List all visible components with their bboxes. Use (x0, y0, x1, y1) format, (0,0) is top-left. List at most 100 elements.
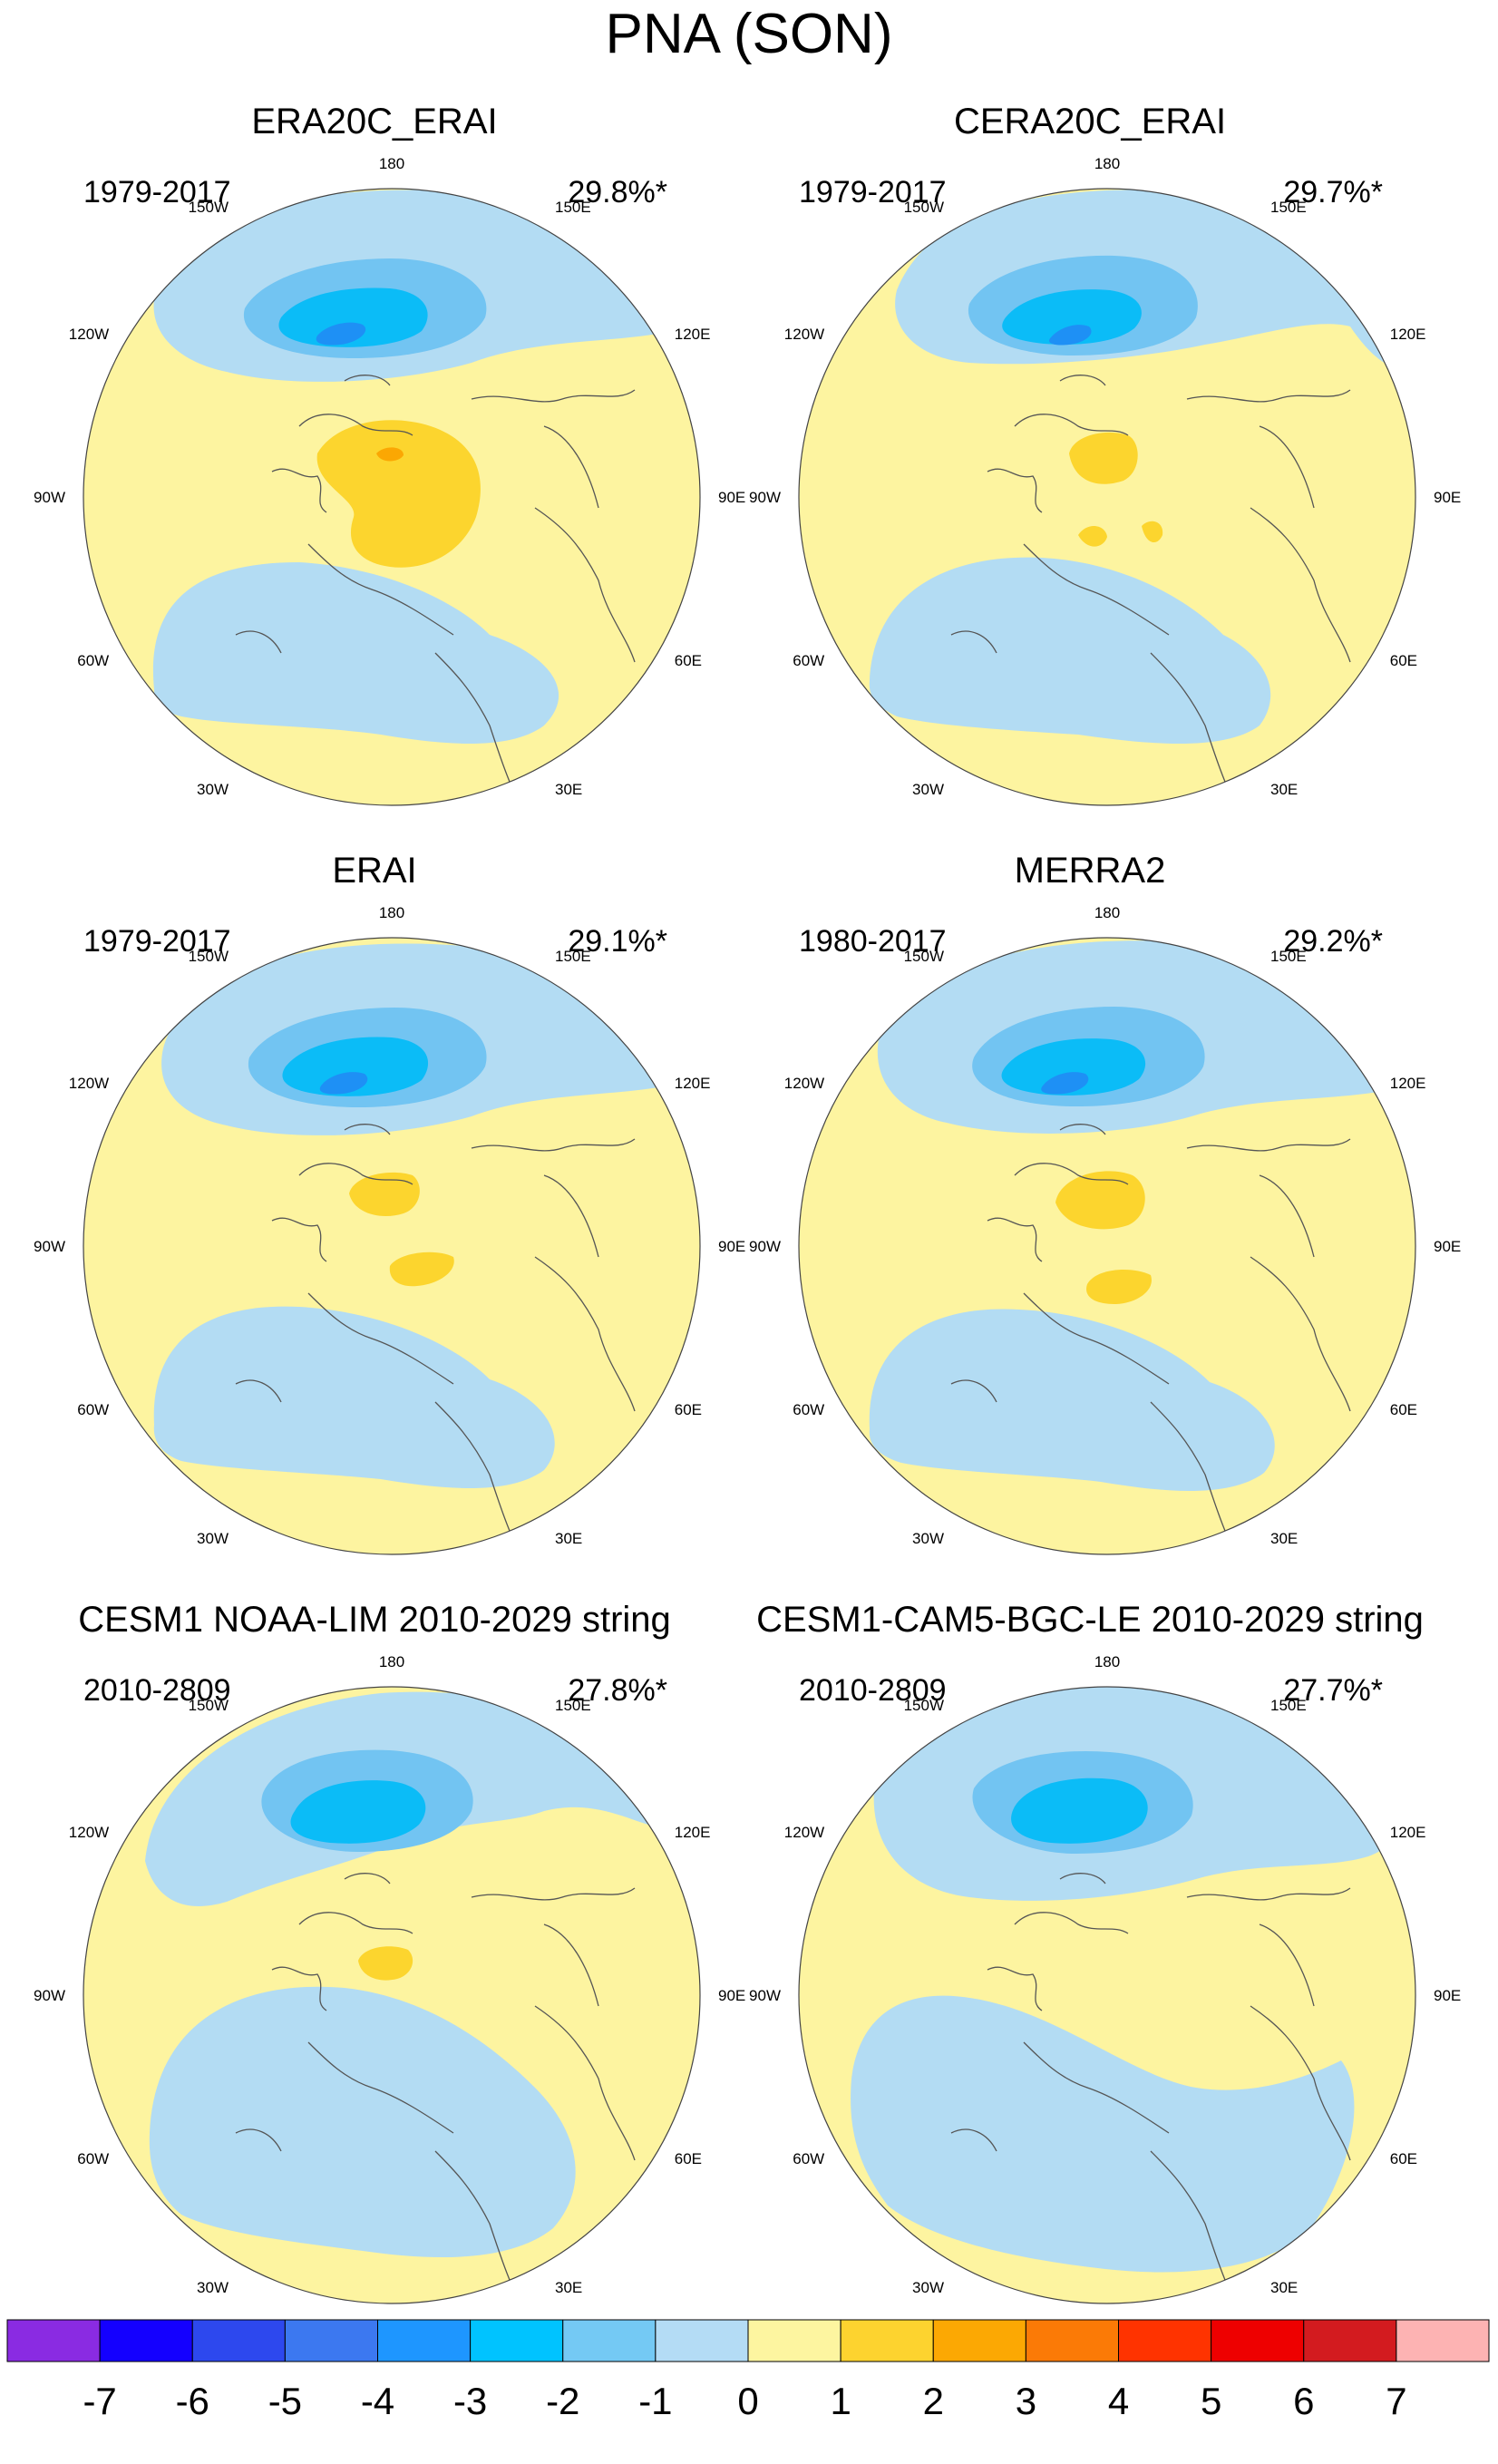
coastline (1014, 414, 1129, 436)
coastline (987, 1217, 1043, 1262)
anomaly-contour-neg4 (1041, 1072, 1089, 1095)
longitude-label: 180 (1094, 904, 1120, 921)
coastline (1186, 1138, 1351, 1152)
longitude-label: 90E (1434, 1987, 1461, 2004)
colorbar-swatch (562, 2319, 657, 2362)
longitude-label: 180 (379, 904, 404, 921)
coastline (471, 1887, 636, 1901)
coastline (1186, 1887, 1351, 1901)
longitude-label: 30E (555, 1530, 582, 1547)
panel-explained-variance: 27.7%* (1283, 1673, 1383, 1708)
coastline (298, 414, 413, 436)
colorbar-tick-label: 4 (1108, 2380, 1129, 2422)
map-border (83, 937, 701, 1555)
longitude-label: 120W (784, 326, 824, 343)
panel-explained-variance: 29.7%* (1283, 175, 1383, 209)
anomaly-contour-neg1-atlantic (153, 1306, 555, 1488)
coastline (307, 1292, 454, 1385)
longitude-label: 150W (904, 948, 944, 965)
longitude-label: 90W (34, 489, 65, 506)
anomaly-contour-neg1-atlantic (851, 1995, 1355, 2273)
panel-title: ERA20C_ERAI (251, 102, 498, 141)
anomaly-contour-neg3 (282, 1037, 429, 1096)
coastline (235, 1379, 282, 1403)
longitude-label: 90W (34, 1238, 65, 1255)
anomaly-contour-pos2 (376, 447, 404, 462)
longitude-label: 60E (1390, 2150, 1417, 2167)
colorbar-tick-label: -5 (268, 2380, 302, 2422)
longitude-label: 60W (793, 652, 824, 669)
coastline (344, 1873, 391, 1885)
longitude-label: 60E (675, 2150, 702, 2167)
map-panel-era20c-erai: ERA20C_ERAI 1979-2017 29.8%* 180 150E 120E… (0, 0, 749, 806)
anomaly-contour-pos1 (1055, 1171, 1145, 1230)
coastline (534, 2005, 636, 2161)
longitude-label: 120W (69, 326, 109, 343)
longitude-label: 180 (379, 155, 404, 172)
coastline (543, 1923, 599, 2007)
coastline (534, 1256, 636, 1412)
polar-map: 180150E120E90E60E30E030W60W90W120W150W (749, 1653, 1461, 2304)
coastline (434, 2150, 518, 2297)
longitude-label: 120E (1390, 1075, 1426, 1092)
longitude-label: 90E (718, 1238, 745, 1255)
colorbar-tick-label: 1 (830, 2380, 851, 2422)
coastline (1259, 1174, 1315, 1258)
coastline (307, 543, 454, 636)
longitude-label: 120W (784, 1824, 824, 1841)
map-panel-cera20c-erai: CERA20C_ERAI 1979-2017 29.7%* 180 150E 120… (715, 0, 1464, 806)
coastline (950, 630, 997, 654)
longitude-label: 60W (77, 1401, 109, 1418)
coastline (1150, 652, 1233, 799)
map-panel-merra2: MERRA2 1980-2017 29.2%* 180 150E 120E 90E 60… (715, 749, 1464, 1555)
coastline (1059, 375, 1106, 386)
coastline (1150, 2150, 1233, 2297)
coastline (1014, 1912, 1129, 1934)
coastline (298, 1163, 413, 1185)
coastline (987, 1966, 1043, 2011)
panel-explained-variance: 29.2%* (1283, 924, 1383, 959)
coastline (1023, 543, 1170, 636)
colorbar-swatch (1025, 2319, 1119, 2362)
coastline (950, 1379, 997, 1403)
coastline (271, 1966, 327, 2011)
coastline (307, 2041, 454, 2134)
map-border (798, 1686, 1416, 2304)
polar-map: 180150E120E90E60E30E030W60W90W120W150W (34, 155, 745, 806)
longitude-label: 60W (793, 2150, 824, 2167)
colorbar-swatch (1211, 2319, 1305, 2362)
longitude-label: 150E (555, 948, 591, 965)
longitude-label: 90W (34, 1987, 65, 2004)
longitude-label: 60E (675, 652, 702, 669)
colorbar-swatch (470, 2319, 564, 2362)
anomaly-contour-pos1b (1086, 1270, 1152, 1304)
panel-explained-variance: 27.8%* (568, 1673, 667, 1708)
colorbar-swatch (377, 2319, 472, 2362)
coastline (434, 652, 518, 799)
coastline (434, 1401, 518, 1548)
panel-title: CERA20C_ERAI (953, 102, 1227, 141)
colorbar-tick-label: -4 (361, 2380, 394, 2422)
coastline (1250, 507, 1351, 663)
panel-title: CESM1-CAM5-BGC-LE 2010-2029 string (756, 1600, 1424, 1640)
coastline (1014, 1163, 1129, 1185)
anomaly-contour-neg1-atlantic (869, 557, 1271, 744)
longitude-label: 60E (675, 1401, 702, 1418)
longitude-label: 90W (749, 489, 781, 506)
colorbar-swatch (840, 2319, 934, 2362)
coastline (471, 1138, 636, 1152)
panel-years: 1979-2017 (83, 175, 231, 209)
longitude-label: 90E (1434, 489, 1461, 506)
longitude-label: 30E (555, 2279, 582, 2296)
panel-years: 2010-2809 (799, 1673, 947, 1708)
longitude-label: 90E (1434, 1238, 1461, 1255)
coastline (1250, 1256, 1351, 1412)
coastline (1150, 1401, 1233, 1548)
panel-years: 1979-2017 (83, 924, 231, 959)
longitude-label: 120E (1390, 1824, 1426, 1841)
longitude-label: 120W (69, 1075, 109, 1092)
longitude-label: 120E (675, 1824, 711, 1841)
coastline (950, 2128, 997, 2152)
coastline (235, 2128, 282, 2152)
longitude-label: 150W (189, 1697, 229, 1714)
